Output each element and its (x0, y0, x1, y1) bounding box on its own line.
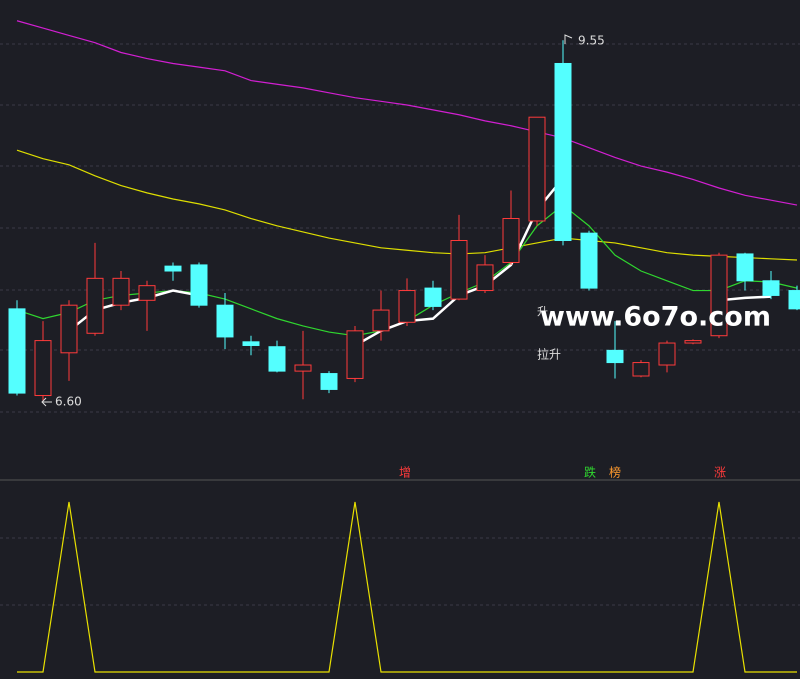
signal-label: 跌 (584, 465, 596, 480)
candle-body (60, 304, 78, 354)
signal-label: 增 (399, 466, 411, 480)
candle-body (112, 277, 130, 306)
ma-line (16, 20, 798, 206)
candle-body (346, 330, 364, 379)
watermark: www.6o7o.com (540, 302, 771, 333)
candle-body (268, 346, 286, 372)
candle-body (658, 342, 676, 366)
candle-body (34, 340, 52, 397)
candle-body (216, 304, 234, 338)
candle-body (294, 364, 312, 372)
candle-body (632, 362, 650, 377)
indicator-line (17, 501, 797, 673)
signal-label: 榜 (609, 465, 621, 480)
candle-body (398, 290, 416, 323)
high-label: 9.55 (578, 34, 605, 48)
candle-body (528, 116, 546, 222)
candle-body (320, 373, 338, 390)
signal-label: 涨 (714, 465, 726, 480)
candle-body (450, 239, 468, 300)
high-pointer (564, 34, 573, 44)
candle-body (138, 285, 156, 301)
candle-body (554, 62, 572, 241)
candle-body (736, 253, 754, 282)
candle-body (580, 232, 598, 289)
ma-line (718, 295, 772, 302)
candle-body (762, 280, 780, 296)
candle-body (502, 218, 520, 263)
candle-body (788, 290, 800, 310)
grid (0, 43, 800, 606)
candle-body (606, 349, 624, 364)
low-label: 6.60 (55, 395, 82, 409)
low-pointer (41, 397, 52, 407)
candle-body (476, 264, 494, 292)
candle-body (372, 309, 390, 332)
candle-body (424, 287, 442, 307)
annotation: 升 (537, 305, 548, 318)
candle-body (164, 265, 182, 272)
candle-body (190, 264, 208, 306)
candle-body (684, 340, 702, 344)
annotation: 拉升 (537, 347, 561, 362)
candle-body (8, 308, 26, 394)
candle-body (710, 254, 728, 337)
candle-body (242, 341, 260, 346)
ma-line (16, 149, 798, 261)
candle-body (86, 277, 104, 334)
